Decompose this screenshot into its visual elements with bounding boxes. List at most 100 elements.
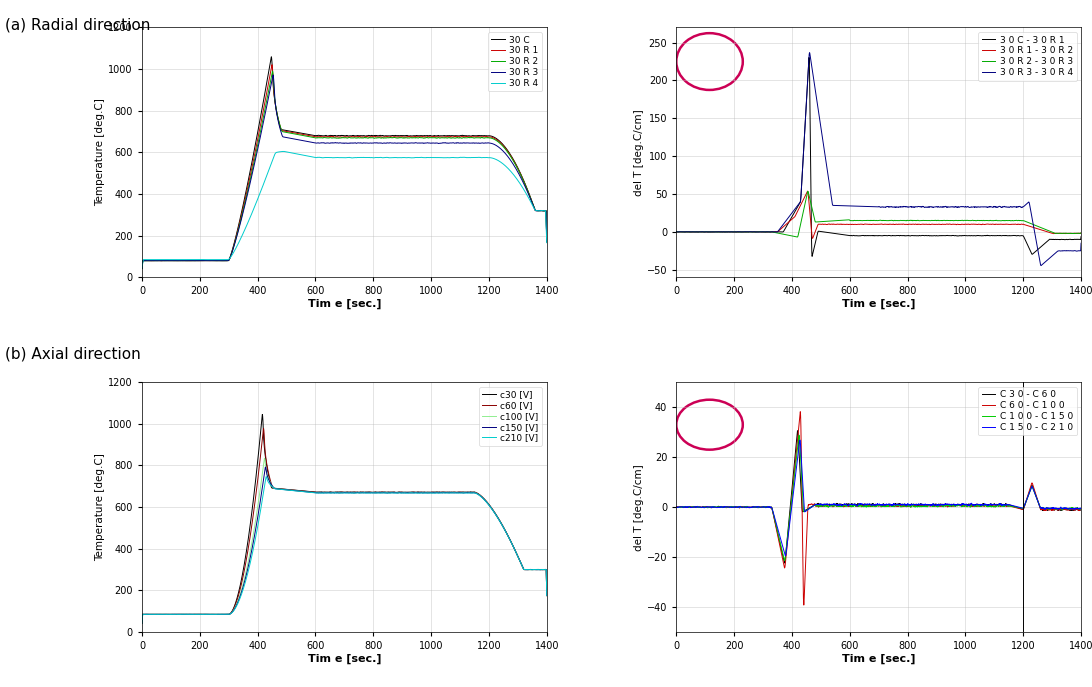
c150 [V]: [309, 488, 322, 497]
3 0 R 2 - 3 0 R 3: [1063, 229, 1076, 238]
c60 [V]: [328, 488, 341, 497]
Line: C 1 0 0 - C 1 5 0: C 1 0 0 - C 1 5 0: [676, 436, 1081, 561]
c100 [V]: [328, 488, 341, 497]
C 6 0 - C 1 0 0: [843, 502, 856, 510]
C 6 0 - C 1 0 0: [797, 601, 810, 609]
Line: 3 0 R 1 - 3 0 R 2: 3 0 R 1 - 3 0 R 2: [676, 191, 1081, 238]
3 0 R 1 - 3 0 R 2: [843, 221, 856, 229]
c60 [V]: [508, 544, 521, 552]
C 3 0 - C 6 0: [843, 500, 856, 508]
3 0 C - 3 0 R 1: [803, 54, 816, 62]
C 6 0 - C 1 0 0: [1042, 506, 1055, 514]
30 R 4: [306, 153, 319, 161]
C 3 0 - C 6 0: [1063, 506, 1076, 514]
C 3 0 - C 6 0: [840, 500, 853, 508]
Y-axis label: del T [deg.C/cm]: del T [deg.C/cm]: [634, 109, 644, 196]
3 0 R 2 - 3 0 R 3: [964, 216, 977, 225]
3 0 C - 3 0 R 1: [840, 231, 853, 239]
C 3 0 - C 6 0: [1075, 505, 1088, 513]
30 R 2: [135, 264, 149, 273]
3 0 R 2 - 3 0 R 3: [669, 227, 682, 236]
3 0 C - 3 0 R 1: [843, 232, 856, 240]
30 R 3: [135, 264, 149, 273]
c30 [V]: [306, 488, 319, 496]
30 C: [309, 131, 322, 139]
C 1 0 0 - C 1 5 0: [843, 502, 856, 510]
c100 [V]: [258, 454, 271, 462]
30 R 3: [429, 139, 442, 147]
C 3 0 - C 6 0: [863, 501, 876, 509]
c100 [V]: [527, 565, 541, 574]
30 R 1: [306, 132, 319, 140]
30 R 2: [541, 238, 554, 246]
Y-axis label: del T [deg.C/cm]: del T [deg.C/cm]: [634, 464, 644, 550]
3 0 R 1 - 3 0 R 2: [669, 227, 682, 236]
30 C: [328, 131, 341, 139]
c30 [V]: [309, 488, 322, 496]
c100 [V]: [541, 592, 554, 600]
30 C: [429, 132, 442, 140]
3 0 R 2 - 3 0 R 3: [840, 216, 853, 224]
c100 [V]: [429, 488, 442, 497]
Line: C 3 0 - C 6 0: C 3 0 - C 6 0: [676, 431, 1081, 563]
c150 [V]: [306, 488, 319, 497]
30 R 1: [508, 157, 521, 166]
c100 [V]: [135, 619, 149, 627]
Line: c30 [V]: c30 [V]: [142, 414, 547, 623]
30 R 1: [265, 60, 278, 69]
c30 [V]: [135, 619, 149, 627]
C 3 0 - C 6 0: [964, 501, 977, 509]
C 6 0 - C 1 0 0: [1075, 505, 1088, 513]
c210 [V]: [135, 619, 149, 627]
c60 [V]: [306, 488, 319, 496]
X-axis label: Tim e [sec.]: Tim e [sec.]: [308, 654, 381, 664]
c100 [V]: [309, 488, 322, 497]
30 R 3: [541, 238, 554, 246]
3 0 R 3 - 3 0 R 4: [669, 228, 682, 236]
c210 [V]: [541, 592, 554, 600]
Line: 3 0 C - 3 0 R 1: 3 0 C - 3 0 R 1: [676, 58, 1081, 256]
3 0 R 1 - 3 0 R 2: [1075, 229, 1088, 237]
Line: 30 R 1: 30 R 1: [142, 65, 547, 269]
c210 [V]: [306, 488, 319, 497]
c30 [V]: [541, 592, 554, 600]
c30 [V]: [256, 410, 269, 418]
Legend: C 3 0 - C 6 0, C 6 0 - C 1 0 0, C 1 0 0 - C 1 5 0, C 1 5 0 - C 2 1 0: C 3 0 - C 6 0, C 6 0 - C 1 0 0, C 1 0 0 …: [978, 387, 1077, 436]
30 R 2: [508, 158, 521, 166]
30 R 1: [309, 133, 322, 141]
c210 [V]: [260, 473, 273, 481]
Text: (b) Axial direction: (b) Axial direction: [5, 347, 141, 362]
c150 [V]: [328, 489, 341, 497]
c210 [V]: [429, 489, 442, 497]
Line: 30 R 3: 30 R 3: [142, 75, 547, 269]
3 0 R 1 - 3 0 R 2: [1063, 229, 1076, 238]
30 R 1: [527, 204, 541, 212]
30 R 4: [541, 238, 554, 247]
3 0 C - 3 0 R 1: [863, 232, 876, 240]
X-axis label: Tim e [sec.]: Tim e [sec.]: [308, 299, 381, 309]
C 1 5 0 - C 2 1 0: [843, 500, 856, 508]
3 0 R 3 - 3 0 R 4: [840, 202, 853, 210]
3 0 R 1 - 3 0 R 2: [1042, 228, 1055, 236]
C 6 0 - C 1 0 0: [840, 502, 853, 510]
30 R 4: [429, 153, 442, 161]
c60 [V]: [541, 592, 554, 600]
C 3 0 - C 6 0: [791, 427, 804, 435]
Y-axis label: Temperature [deg.C]: Temperature [deg.C]: [95, 98, 106, 206]
Line: c210 [V]: c210 [V]: [142, 477, 547, 623]
30 R 1: [429, 133, 442, 141]
c150 [V]: [429, 488, 442, 497]
c30 [V]: [508, 544, 521, 552]
3 0 R 2 - 3 0 R 3: [863, 216, 876, 225]
30 R 2: [429, 134, 442, 142]
C 1 5 0 - C 2 1 0: [669, 503, 682, 511]
Legend: c30 [V], c60 [V], c100 [V], c150 [V], c210 [V]: c30 [V], c60 [V], c100 [V], c150 [V], c2…: [478, 387, 543, 446]
c150 [V]: [527, 565, 541, 574]
3 0 R 3 - 3 0 R 4: [1034, 262, 1047, 270]
30 R 2: [266, 67, 280, 75]
3 0 R 2 - 3 0 R 3: [1075, 229, 1088, 237]
3 0 C - 3 0 R 1: [964, 232, 977, 240]
30 R 3: [328, 139, 341, 147]
30 R 2: [309, 134, 322, 142]
C 3 0 - C 6 0: [1042, 505, 1055, 513]
